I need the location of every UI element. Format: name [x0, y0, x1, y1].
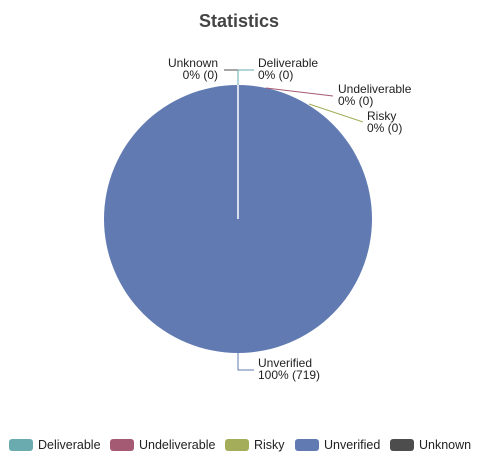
legend-item-undeliverable[interactable]: Undeliverable — [110, 436, 215, 454]
slice-label-undeliverable-name: Undeliverable — [338, 82, 412, 96]
legend-label-unverified: Unverified — [324, 438, 381, 452]
leader-line-unverified — [237, 353, 254, 371]
leader-lines — [224, 69, 364, 371]
legend-label-undeliverable: Undeliverable — [139, 438, 216, 452]
legend-item-unverified[interactable]: Unverified — [295, 436, 380, 454]
leader-line-undeliverable — [265, 87, 334, 97]
leader-line-risky — [308, 103, 364, 123]
leader-line-deliverable — [237, 69, 254, 85]
slice-label-deliverable-name: Deliverable — [258, 56, 318, 70]
chart-legend: Deliverable Undeliverable Risky Unverifi… — [0, 436, 478, 454]
legend-item-unknown[interactable]: Unknown — [390, 436, 471, 454]
slice-label-undeliverable-value: 0% (0) — [338, 94, 373, 108]
pie-slices — [104, 85, 372, 353]
legend-item-risky[interactable]: Risky — [225, 436, 285, 454]
legend-swatch-unverified — [295, 439, 319, 451]
slice-label-unknown-name: Unknown — [168, 56, 218, 70]
slice-label-unverified-name: Unverified — [258, 356, 312, 370]
legend-label-deliverable: Deliverable — [38, 438, 101, 452]
leader-line-unknown — [224, 69, 239, 85]
legend-label-risky: Risky — [254, 438, 285, 452]
chart-title: Statistics — [199, 11, 279, 31]
legend-swatch-risky — [225, 439, 249, 451]
legend-swatch-undeliverable — [110, 439, 134, 451]
slice-label-deliverable-value: 0% (0) — [258, 68, 293, 82]
slice-label-risky-value: 0% (0) — [367, 121, 402, 135]
slice-label-unknown-value: 0% (0) — [183, 68, 218, 82]
legend-item-deliverable[interactable]: Deliverable — [9, 436, 101, 454]
legend-label-unknown: Unknown — [419, 438, 472, 452]
legend-swatch-deliverable — [9, 439, 33, 451]
slice-label-unverified-value: 100% (719) — [258, 368, 320, 382]
legend-swatch-unknown — [390, 439, 414, 451]
slice-label-risky-name: Risky — [367, 109, 396, 123]
